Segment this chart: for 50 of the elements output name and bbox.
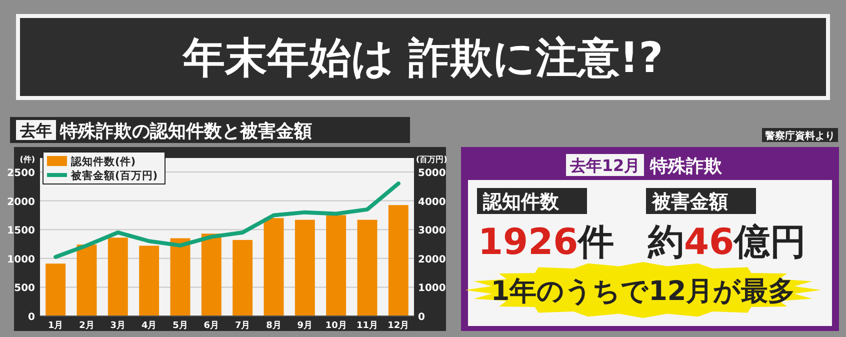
text: 去年12月 特殊詐欺 (568, 156, 723, 177)
y-axis-title: (件) (20, 155, 35, 164)
x-tick-label: 4月 (141, 320, 157, 331)
bar (326, 215, 346, 316)
y-tick-label: 0 (28, 312, 36, 323)
x-tick-label: 1月 (48, 320, 64, 331)
bar (357, 220, 378, 316)
y-tick-label: 2500 (7, 168, 36, 179)
x-tick-label: 6月 (204, 320, 220, 331)
y-tick-label: 1500 (7, 226, 36, 237)
y2-tick-label: 5000 (418, 168, 446, 179)
x-tick-label: 7月 (234, 320, 250, 331)
x-tick-label: 2月 (79, 320, 94, 331)
y2-axis-title: (百万円) (416, 155, 448, 164)
bar (232, 240, 253, 316)
bar (108, 238, 128, 316)
bar (294, 220, 315, 316)
text: 1926件 (478, 222, 614, 263)
text: 警察庁資料より (764, 130, 835, 142)
x-tick-label: 11月 (356, 320, 378, 331)
y2-tick-label: 2000 (418, 254, 446, 266)
text: 約46億円 (647, 222, 806, 263)
x-tick-label: 5月 (172, 320, 188, 331)
bar (170, 238, 190, 316)
x-tick-label: 10月 (325, 320, 347, 331)
y-tick-label: 2000 (7, 196, 36, 208)
bar (201, 234, 222, 316)
x-tick-label: 3月 (110, 320, 126, 331)
bar (46, 264, 66, 316)
x-tick-label: 8月 (266, 320, 282, 331)
legend-label: 被害金額(百万円) (70, 169, 158, 182)
y-tick-label: 500 (14, 283, 36, 294)
bar (264, 218, 284, 316)
y-tick-label: 1000 (7, 254, 36, 266)
text: 認知件数 (482, 191, 560, 213)
x-tick-label: 9月 (297, 320, 313, 331)
text: 1年のうちで12月が最多 (490, 276, 796, 307)
chart-title: 年末年始は 詐欺に注意!? (182, 33, 664, 82)
y2-tick-label: 0 (418, 312, 425, 323)
y2-tick-label: 1000 (418, 283, 446, 294)
bar (76, 244, 97, 316)
text: 被害金額 (651, 191, 728, 213)
line-series (54, 182, 400, 259)
bar (388, 205, 408, 316)
chart-subtitle: 去年 特殊詐欺の認知件数と被害金額 (19, 121, 312, 142)
x-tick-label: 12月 (388, 320, 410, 331)
y2-tick-label: 4000 (418, 196, 446, 208)
bar (139, 246, 160, 316)
y2-tick-label: 3000 (418, 226, 446, 237)
legend-label: 認知件数(件) (70, 155, 136, 168)
